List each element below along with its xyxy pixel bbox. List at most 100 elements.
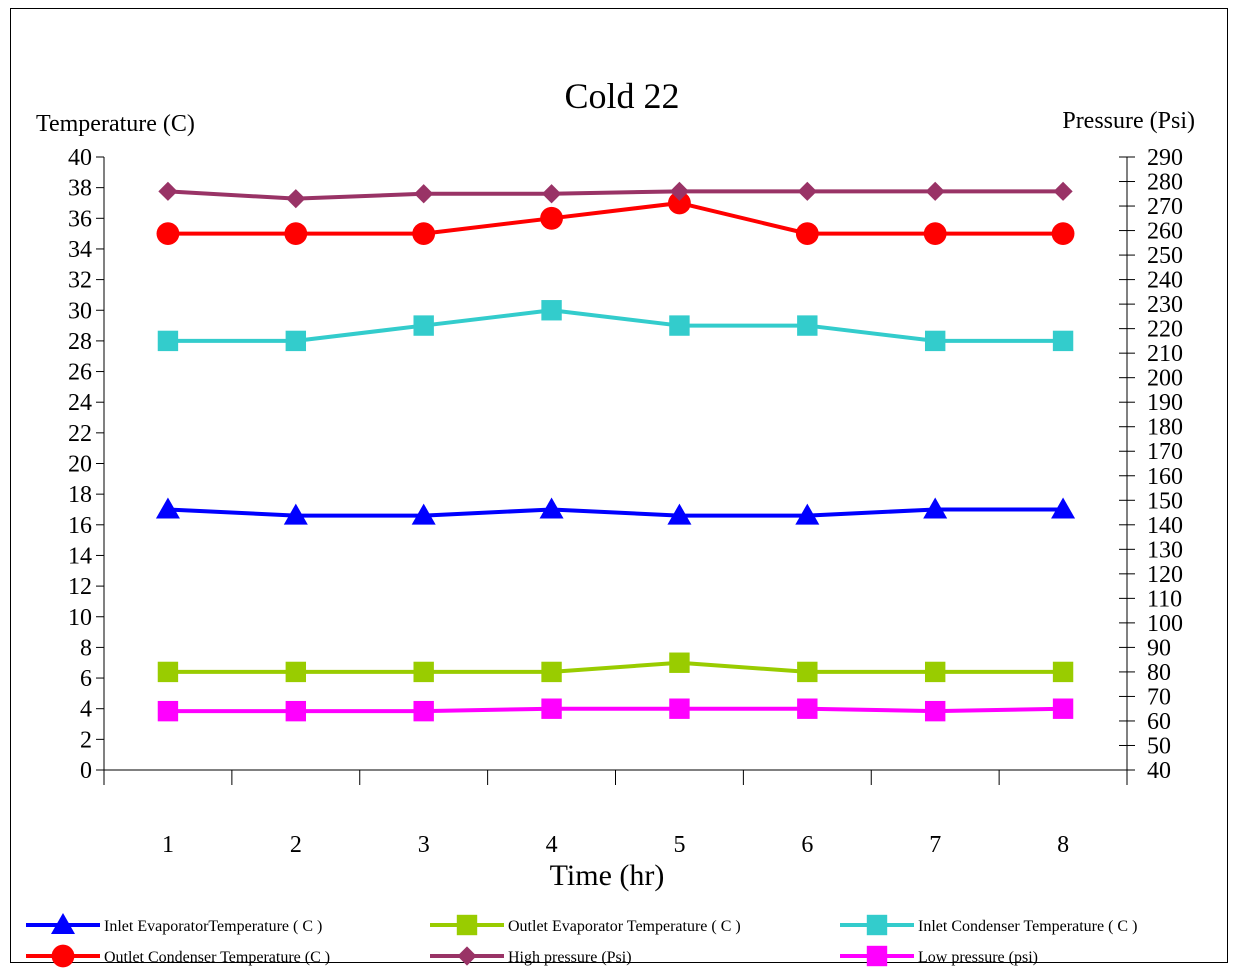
y-right-tick-label: 100	[1147, 611, 1183, 637]
data-point	[669, 698, 690, 719]
data-point	[1052, 698, 1074, 719]
y-right-tick-label: 50	[1147, 733, 1171, 759]
data-point	[286, 189, 306, 209]
y-right-tick-label: 160	[1147, 464, 1183, 490]
legend-swatch-marker	[51, 944, 75, 968]
y-right-tick-label: 210	[1147, 341, 1183, 367]
data-point	[541, 661, 562, 683]
y-left-tick-label: 2	[80, 727, 92, 753]
data-point	[669, 652, 690, 673]
data-point	[158, 181, 178, 201]
y-left-tick-label: 10	[68, 605, 92, 631]
y-left-tick-label: 12	[68, 574, 92, 600]
legend-item: Outlet Condenser Temperature (C )	[26, 944, 330, 968]
legend-swatch-marker	[457, 946, 477, 966]
data-point	[925, 181, 945, 201]
y-right-tick-label: 240	[1147, 268, 1183, 294]
data-point	[669, 315, 690, 336]
data-point	[1052, 330, 1074, 352]
data-point	[667, 503, 692, 525]
legend-item: Low pressure (psi)	[840, 945, 1038, 967]
data-point	[1051, 222, 1075, 246]
data-point	[541, 698, 562, 719]
series-1	[157, 652, 1074, 683]
data-point	[541, 184, 562, 204]
data-point	[157, 330, 179, 352]
data-point	[795, 222, 819, 246]
y-right-tick-label: 200	[1147, 366, 1183, 392]
data-point	[156, 222, 180, 246]
data-point	[285, 330, 307, 352]
data-point	[157, 700, 179, 722]
y-right-tick-label: 120	[1147, 562, 1183, 588]
y-left-tick-label: 18	[68, 482, 92, 508]
y-right-tick-label: 190	[1147, 390, 1183, 416]
data-point	[411, 503, 436, 525]
x-tick-label: 8	[1057, 832, 1069, 858]
legend-item: Outlet Evaporator Temperature ( C )	[430, 914, 741, 936]
y-right-tick-label: 80	[1147, 660, 1171, 686]
series-0	[155, 497, 1076, 525]
y-left-tick-label: 30	[68, 298, 92, 324]
series-5	[157, 698, 1074, 722]
y-left-tick-label: 32	[68, 268, 92, 294]
data-point	[157, 661, 179, 683]
chart-title: Cold 22	[564, 76, 679, 116]
y-right-tick-label: 260	[1147, 219, 1183, 245]
y-right-tick-label: 90	[1147, 635, 1171, 661]
series-line	[167, 507, 1064, 518]
y-left-tick-label: 0	[80, 758, 92, 784]
y-right-tick-label: 250	[1147, 243, 1183, 269]
y-right-tick-label: 110	[1147, 586, 1182, 612]
legend-swatch-marker	[456, 914, 478, 936]
y-left-tick-label: 24	[68, 390, 92, 416]
legend: Inlet EvaporatorTemperature ( C ) Outlet …	[26, 913, 1137, 968]
legend-label: Outlet Evaporator Temperature ( C )	[508, 918, 741, 935]
y-right-tick-label: 290	[1147, 145, 1183, 171]
y-right-tick-label: 70	[1147, 684, 1171, 710]
data-point	[413, 700, 434, 722]
data-point	[1053, 181, 1073, 201]
y-right-tick-label: 270	[1147, 194, 1183, 220]
y-left-tick-label: 14	[68, 543, 92, 569]
series-line	[167, 308, 1064, 343]
y-left-tick-label: 16	[68, 513, 92, 539]
y-axis-right-label: Pressure (Psi)	[1062, 108, 1195, 134]
data-point	[540, 206, 563, 230]
legend-label: Low pressure (psi)	[918, 949, 1038, 966]
y-right-tick-label: 180	[1147, 415, 1183, 441]
legend-item: Inlet EvaporatorTemperature ( C )	[26, 913, 322, 935]
axes: 0246810121416182022242628303234363840405…	[68, 145, 1183, 858]
data-point	[668, 191, 691, 215]
y-right-tick-label: 40	[1147, 758, 1171, 784]
y-right-tick-label: 130	[1147, 537, 1183, 563]
chart-frame	[10, 8, 1228, 963]
y-left-tick-label: 34	[68, 237, 92, 263]
y-right-tick-label: 170	[1147, 439, 1183, 465]
data-point	[923, 222, 947, 246]
data-point	[285, 661, 307, 683]
x-tick-label: 5	[673, 832, 685, 858]
data-point	[284, 222, 308, 246]
y-left-tick-label: 4	[80, 697, 92, 723]
data-point	[797, 315, 818, 336]
data-point	[539, 497, 564, 519]
y-right-tick-label: 140	[1147, 513, 1183, 539]
series-line	[167, 706, 1064, 714]
y-left-tick-label: 28	[68, 329, 92, 355]
y-left-tick-label: 6	[80, 666, 92, 692]
series-layer	[155, 181, 1076, 722]
x-axis-label: Time (hr)	[550, 859, 665, 892]
x-tick-label: 6	[801, 832, 813, 858]
y-left-tick-label: 40	[68, 145, 92, 171]
y-right-tick-label: 150	[1147, 488, 1183, 514]
series-line	[167, 200, 1064, 236]
series-2	[157, 300, 1074, 352]
legend-label: Inlet Condenser Temperature ( C )	[918, 918, 1137, 935]
data-point	[285, 700, 307, 722]
legend-item: High pressure (Psi)	[430, 946, 632, 966]
legend-swatch-marker	[866, 914, 888, 936]
legend-swatch-marker	[866, 945, 888, 967]
y-left-tick-label: 20	[68, 452, 92, 478]
x-tick-label: 4	[546, 832, 558, 858]
